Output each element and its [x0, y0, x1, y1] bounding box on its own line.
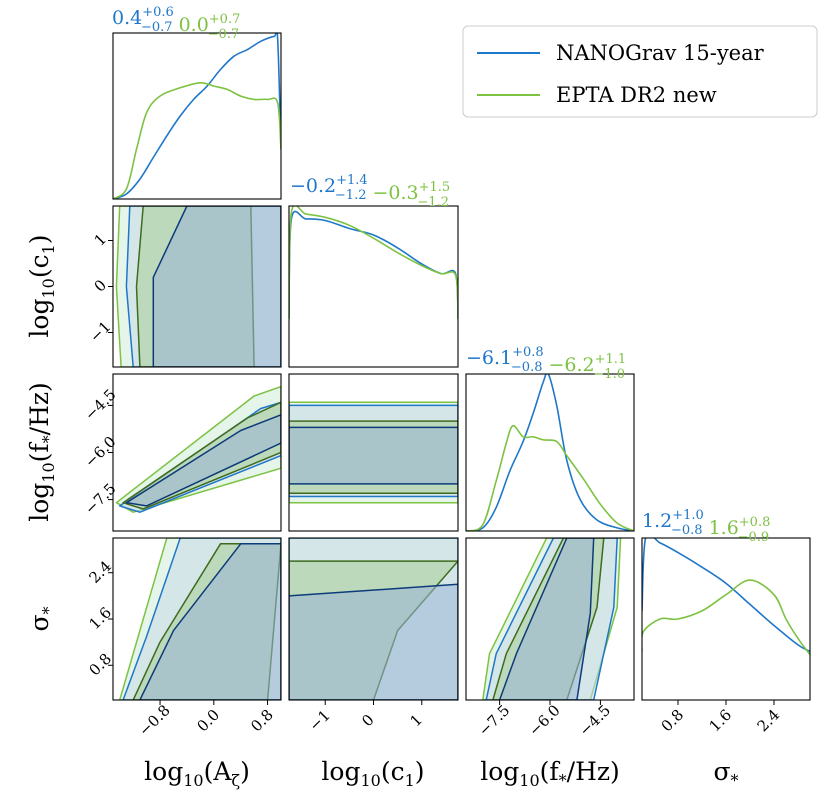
- contour-68-series-0: [139, 543, 281, 700]
- xtick-label: −4.5: [576, 701, 614, 739]
- contour-68-series-0: [152, 206, 281, 367]
- xlabel-p0: log10(Aζ): [144, 757, 250, 790]
- panel-p2-p2: [465, 373, 635, 532]
- panel-p3-p1: −1 0 1: [288, 537, 459, 735]
- panel-p3-p3: 0.8 1.6 2.4: [641, 537, 811, 736]
- ytick-label: 1.6: [85, 603, 115, 633]
- contour-68-series-0: [289, 583, 458, 700]
- marginal-line-p3-series-1: [642, 579, 810, 656]
- frame: [465, 373, 635, 532]
- xtick-label: −1: [305, 706, 333, 734]
- marginal-line-p1-series-0: [289, 210, 458, 319]
- panels: −101−7.5−6.0−4.50.81.62.4−0.8 0.0 0.8 −1 0 1−…: [81, 32, 811, 740]
- panel-p1-p0: −1 0 1: [86, 205, 282, 368]
- panel-p2-p0: −7.5 −6.0 −4.5: [81, 373, 282, 532]
- stat-title-p3: 1.2+1.0 −0.8 1.6+0.8 −0.9: [642, 508, 770, 545]
- xtick-label: −6.0: [525, 701, 563, 739]
- frame: [288, 373, 459, 532]
- marginal-line-p2-series-0: [466, 374, 634, 531]
- panel-p3-p0: 0.8 1.6 2.4 −0.8 0.0 0.8: [85, 537, 282, 740]
- ylabel-p3: σ*: [25, 606, 58, 631]
- marginal-line-p3-series-0: [642, 538, 810, 653]
- xtick-label: −7.5: [475, 701, 513, 739]
- stat-title-p2: −6.1+0.8 −0.8 −6.2+1.1 −1.0: [466, 345, 626, 382]
- panel-p1-p1: [288, 205, 459, 368]
- legend-frame: [462, 25, 818, 118]
- panel-p2-p1: [288, 373, 459, 532]
- stat-titles: 0.4+0.6 −0.7 0.0+0.7 −0.7 −0.2+1.4 −1.2 −0.3+1…: [112, 5, 770, 545]
- stat-title-p1: −0.2+1.4 −1.2 −0.3+1.5 −1.2: [290, 173, 450, 210]
- marginal-line-p0-series-1: [113, 81, 281, 199]
- marginal-line-p2-series-1: [466, 425, 634, 531]
- xtick-label: −0.8: [135, 701, 173, 739]
- xtick-label: 0.8: [658, 706, 688, 736]
- xlabel-p2: log10(f*/Hz): [480, 757, 620, 790]
- stat-title-p0: 0.4+0.6 −0.7 0.0+0.7 −0.7: [112, 5, 240, 42]
- legend-label-0: NANOGrav 15-year: [556, 41, 765, 65]
- xtick-label: 1: [407, 711, 426, 730]
- xtick-label: 0.0: [193, 706, 223, 736]
- axis-labels: log10(Aζ) log10(c1) log10(f*/Hz) σ* log10(c1…: [25, 234, 739, 790]
- xtick-label: 1.6: [706, 706, 736, 736]
- panel-p3-p2: −7.5 −6.0 −4.5: [465, 537, 635, 740]
- frame: [112, 32, 282, 200]
- ytick-label: 2.4: [85, 557, 115, 587]
- legend: NANOGrav 15-year EPTA DR2 new: [462, 25, 818, 118]
- ylabel-p2: log10(f*/Hz): [25, 382, 58, 522]
- contour-68-series-0: [125, 414, 281, 507]
- ytick-label: −1: [86, 318, 114, 346]
- ytick-label: 1: [91, 230, 110, 249]
- xlabel-p3: σ*: [713, 757, 738, 790]
- frame: [288, 205, 459, 368]
- xlabel-p1: log10(c1): [321, 757, 424, 790]
- xtick-label: 0: [358, 711, 377, 730]
- ytick-label: 0: [91, 276, 110, 295]
- xtick-label: 2.4: [754, 706, 784, 736]
- panel-p0-p0: [112, 32, 282, 200]
- ytick-label: −6.0: [81, 433, 119, 471]
- marginal-line-p1-series-1: [289, 206, 458, 319]
- marginal-line-p0-series-0: [113, 33, 281, 199]
- legend-label-1: EPTA DR2 new: [556, 83, 717, 107]
- ytick-label: −7.5: [81, 480, 119, 518]
- contour-68-series-0: [289, 426, 458, 485]
- ytick-label: −4.5: [81, 385, 119, 423]
- ytick-label: 0.8: [85, 650, 115, 680]
- xtick-label: 0.8: [247, 706, 277, 736]
- contour-68-series-0: [498, 538, 595, 700]
- ylabel-p1: log10(c1): [25, 234, 58, 337]
